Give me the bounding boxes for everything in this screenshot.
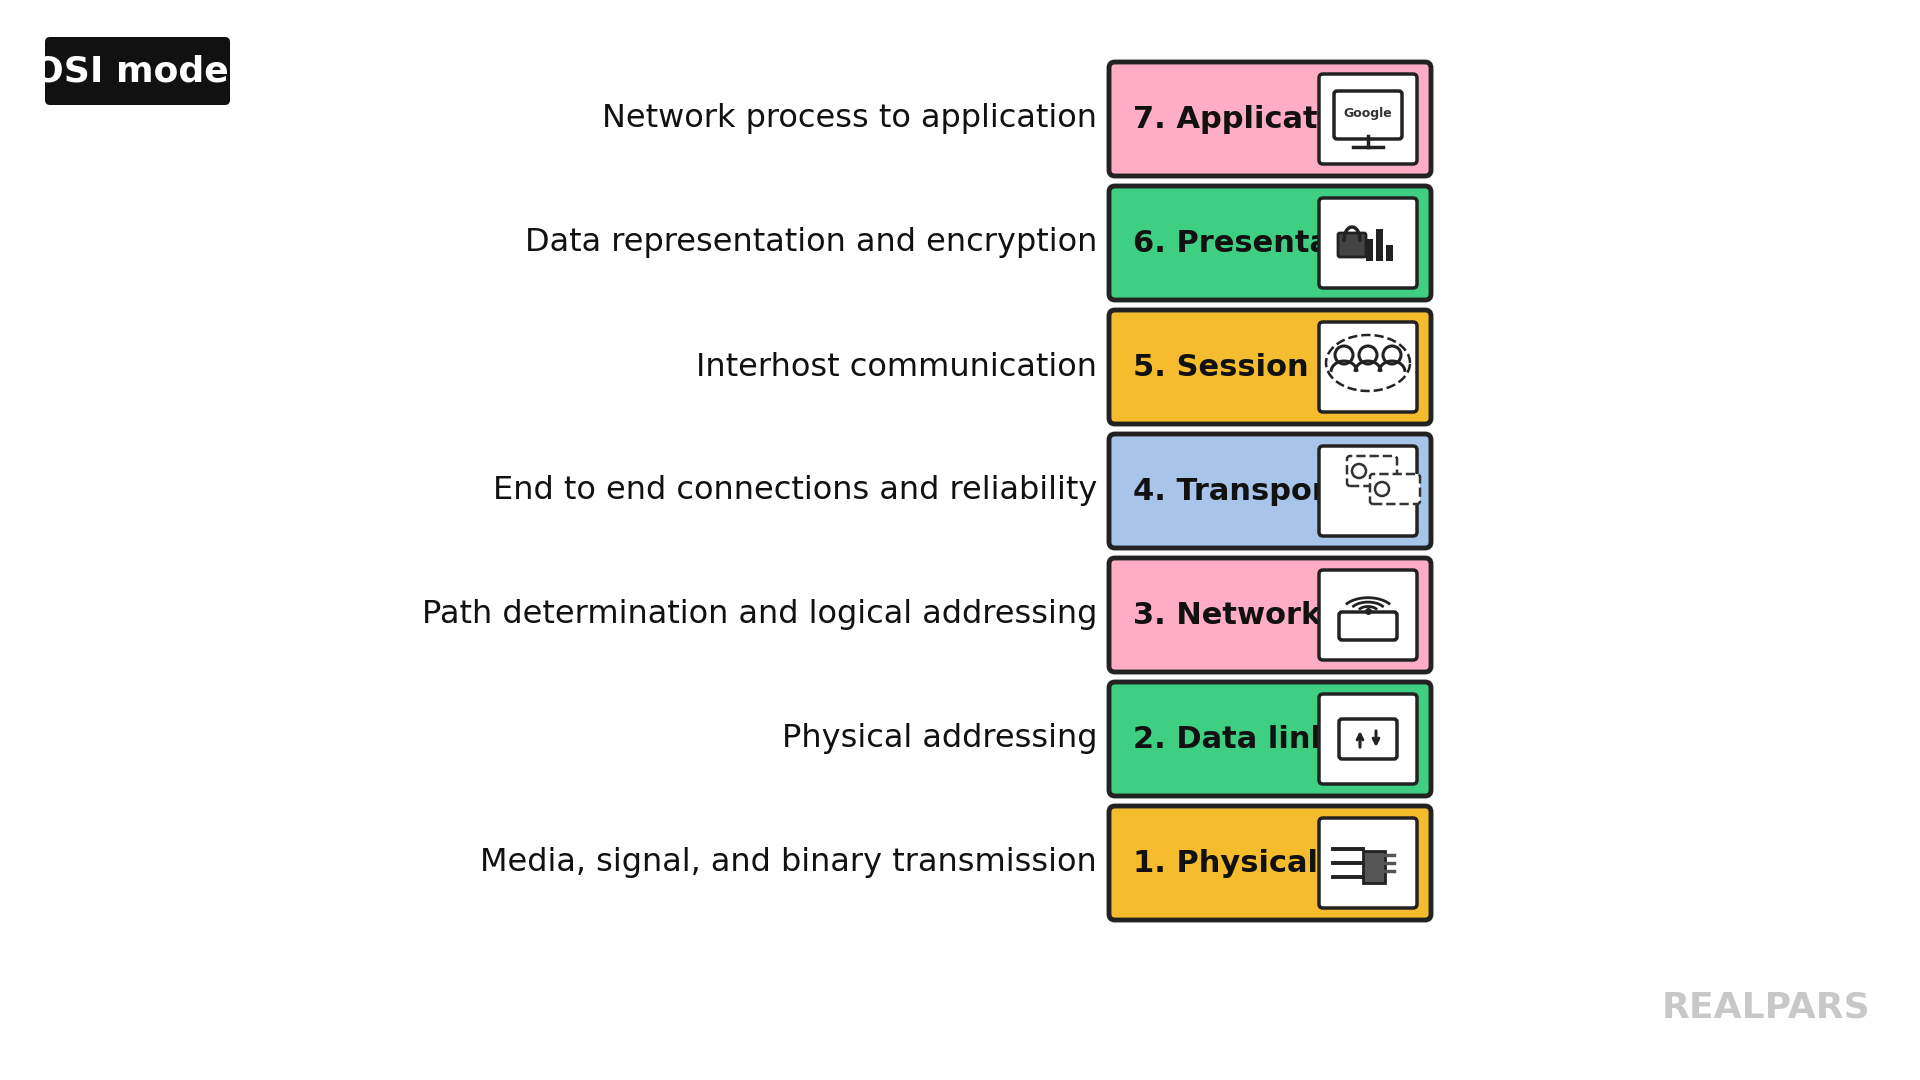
FancyBboxPatch shape: [1334, 91, 1402, 139]
FancyBboxPatch shape: [1319, 570, 1417, 660]
Bar: [1377, 229, 1382, 261]
Text: 1. Physical: 1. Physical: [1133, 849, 1317, 877]
FancyBboxPatch shape: [1338, 612, 1398, 640]
FancyBboxPatch shape: [1110, 681, 1430, 796]
FancyBboxPatch shape: [1110, 62, 1430, 176]
FancyBboxPatch shape: [1319, 818, 1417, 908]
FancyBboxPatch shape: [1319, 75, 1417, 164]
Text: 5. Session: 5. Session: [1133, 352, 1309, 381]
FancyBboxPatch shape: [1110, 806, 1430, 920]
Text: 6. Presentation: 6. Presentation: [1133, 229, 1398, 257]
Text: Path determination and logical addressing: Path determination and logical addressin…: [422, 599, 1096, 631]
FancyBboxPatch shape: [1319, 322, 1417, 411]
FancyBboxPatch shape: [1110, 434, 1430, 548]
Text: End to end connections and reliability: End to end connections and reliability: [493, 475, 1096, 507]
FancyBboxPatch shape: [1338, 719, 1398, 759]
FancyBboxPatch shape: [1110, 558, 1430, 672]
Text: Google: Google: [1344, 107, 1392, 120]
Text: REALPARS: REALPARS: [1661, 991, 1870, 1025]
Text: Interhost communication: Interhost communication: [695, 351, 1096, 382]
FancyBboxPatch shape: [1319, 446, 1417, 536]
FancyBboxPatch shape: [1110, 310, 1430, 424]
Text: 4. Transport: 4. Transport: [1133, 476, 1342, 505]
FancyBboxPatch shape: [44, 37, 230, 105]
Text: 2. Data link: 2. Data link: [1133, 725, 1331, 754]
Text: Media, signal, and binary transmission: Media, signal, and binary transmission: [480, 848, 1096, 878]
FancyBboxPatch shape: [1319, 694, 1417, 784]
Text: Network process to application: Network process to application: [603, 104, 1096, 135]
Text: OSI model: OSI model: [33, 54, 242, 87]
FancyBboxPatch shape: [1338, 233, 1365, 257]
FancyBboxPatch shape: [1319, 198, 1417, 288]
FancyBboxPatch shape: [1371, 474, 1421, 504]
Text: Physical addressing: Physical addressing: [781, 724, 1096, 755]
Text: Data representation and encryption: Data representation and encryption: [524, 228, 1096, 258]
FancyBboxPatch shape: [1110, 186, 1430, 300]
Text: 3. Network: 3. Network: [1133, 600, 1321, 630]
Bar: [1365, 239, 1373, 261]
Bar: [1363, 851, 1384, 883]
Bar: [1386, 245, 1394, 261]
Text: 7. Application: 7. Application: [1133, 105, 1371, 134]
FancyBboxPatch shape: [1348, 456, 1398, 486]
